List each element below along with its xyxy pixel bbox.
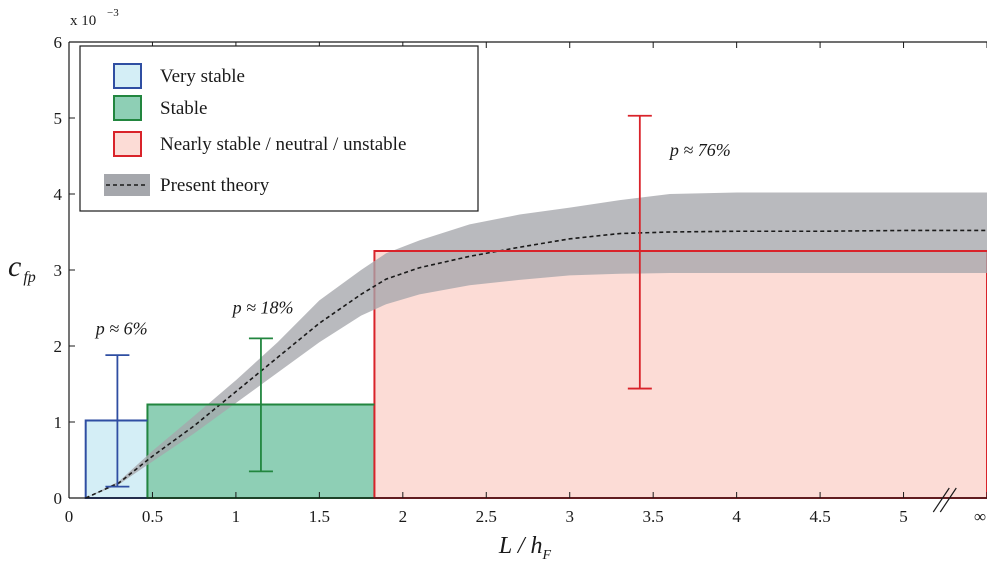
y-tick-label-5: 5 [54,109,63,128]
x-tick-label-11: ∞ [974,507,986,526]
legend: Very stable Stable Nearly stable / neutral… [79,45,479,212]
x-axis-label: L / hF [498,533,552,563]
legend-swatch-1 [113,95,142,121]
theory-mean-line [85,229,987,499]
error-bars-layer [105,114,652,488]
bars-layer [84,250,987,500]
y-axis-label-sub: fp [23,269,35,286]
x-tick-label-7: 3.5 [643,507,664,526]
legend-swatch-2 [113,131,142,157]
x-tick-label-10: 5 [899,507,908,526]
legend-label-3: Present theory [160,175,270,196]
theory-band [85,192,987,499]
legend-swatch-0 [113,63,142,89]
y-axis-label: c fp [8,250,36,286]
y-tick-label-0: 0 [54,489,63,508]
y-tick-label-4: 4 [54,185,63,204]
y-tick-label-1: 1 [54,413,63,432]
x-axis-label-sub: F [542,548,552,563]
annotation-0: p ≈ 6% [94,319,148,339]
annotation-1: p ≈ 18% [231,297,294,317]
legend-label-0: Very stable [160,66,245,87]
bar-2 [373,250,987,499]
y-tick-label-3: 3 [54,261,63,280]
x-tick-label-1: 0.5 [142,507,163,526]
annotation-2: p ≈ 76% [668,140,731,160]
y-multiplier-label: x 10 [70,13,96,29]
annotations-layer: p ≈ 6% p ≈ 18% p ≈ 76% [94,140,731,339]
x-tick-label-4: 2 [399,507,408,526]
x-tick-label-6: 3 [565,507,574,526]
axis-break-mark-2 [939,487,957,513]
axes-layer: 0 0.5 1 1.5 2 2.5 3 3.5 4 4.5 5 ∞ 0 1 2 3 4 5 6 x 10 −3 L / h… [8,7,987,563]
legend-label-2: Nearly stable / neutral / unstable [160,134,406,155]
y-tick-label-6: 6 [54,33,63,52]
error-bar-0 [105,354,130,488]
x-tick-label-9: 4.5 [809,507,830,526]
error-bar-1 [248,337,273,473]
x-tick-label-2: 1 [232,507,241,526]
x-tick-label-0: 0 [65,507,74,526]
x-tick-label-8: 4 [732,507,741,526]
legend-label-1: Stable [160,98,208,119]
x-tick-label-3: 1.5 [309,507,330,526]
axis-break-mark-1 [932,487,950,513]
error-bar-2 [627,114,652,390]
x-tick-label-5: 2.5 [476,507,497,526]
y-tick-label-2: 2 [54,337,63,356]
y-multiplier-exponent: −3 [107,7,119,19]
